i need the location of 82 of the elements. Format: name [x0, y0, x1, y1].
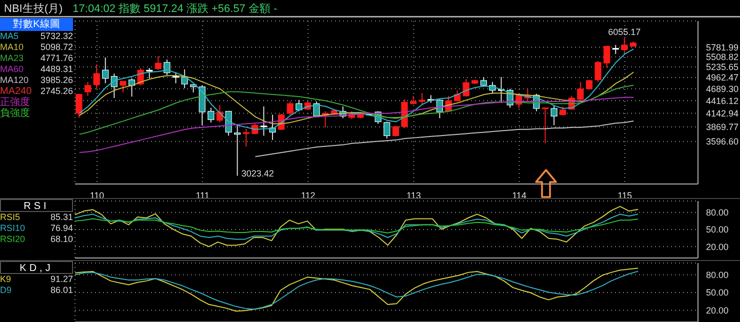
- candlestick: [313, 100, 320, 118]
- text: 4771.76: [40, 53, 73, 64]
- x-tick-label: 112: [300, 190, 316, 200]
- line-series: [74, 206, 638, 248]
- candlestick: [480, 76, 487, 88]
- candlestick: [260, 106, 268, 136]
- annotation: 68.10: [50, 234, 73, 245]
- candlestick: [286, 100, 294, 116]
- label-box: 對數K線圖: [0, 18, 73, 31]
- candlestick: [577, 81, 584, 101]
- text: 負強度: [0, 108, 30, 119]
- candlestick: [146, 67, 153, 79]
- candlestick: [93, 64, 100, 90]
- text: MA240 2745.26: [0, 86, 73, 97]
- y-tick-label: 4962.47: [706, 72, 739, 83]
- text: 5732.32: [40, 31, 73, 42]
- line-series: [78, 84, 634, 135]
- candlestick: [76, 93, 82, 118]
- annotation: 6055.17: [608, 27, 641, 38]
- y-tick-label: 4416.12: [706, 96, 739, 106]
- y-tick-label: 4142.94: [706, 108, 739, 118]
- text: MA120: [0, 75, 29, 86]
- y-tick-label: 50.00: [706, 288, 729, 298]
- line-series: [254, 120, 634, 158]
- candlestick: [154, 56, 162, 71]
- y-tick-label: 5508.82: [706, 52, 739, 62]
- chart-subtitle: 17:04:02 指數 5917.24 漲跌 +56.57 金額 -: [72, 2, 278, 16]
- candlestick: [102, 57, 109, 84]
- y-tick-label: 3596.60: [706, 136, 739, 147]
- y-tick-label: 50.00: [706, 224, 729, 235]
- y-tick-label: 5235.65: [706, 62, 739, 72]
- candlestick: [621, 38, 628, 55]
- annotation: 3023.42: [241, 168, 274, 179]
- y-tick-label: 80.00: [706, 270, 729, 280]
- candlestick: [462, 78, 470, 98]
- label-box: KD,J: [0, 261, 73, 274]
- y-tick-label: 20.00: [706, 305, 729, 316]
- text: RSI5: [0, 212, 20, 223]
- candlestick: [418, 92, 426, 106]
- candlestick: [612, 44, 619, 55]
- candlestick: [392, 125, 399, 137]
- annotation: 86.01: [50, 285, 73, 296]
- line-series: [74, 214, 638, 240]
- candlestick: [208, 107, 214, 123]
- candlestick: [84, 81, 92, 96]
- annotation: 85.31: [50, 212, 73, 223]
- x-tick-label: 111: [196, 190, 210, 200]
- text: 正強度: [0, 97, 30, 108]
- text: MA23: [0, 53, 24, 64]
- text: 5098.72: [40, 42, 73, 53]
- candlestick: [242, 128, 250, 148]
- candlestick: [550, 104, 558, 126]
- chart-title: NBI生技(月): [3, 2, 63, 16]
- text: RSI10: [0, 223, 26, 234]
- y-tick-label: 80.00: [706, 208, 729, 218]
- text: RSI20: [0, 234, 26, 245]
- y-tick-label: 3869.77: [706, 122, 739, 132]
- x-tick-label: 114: [512, 190, 526, 200]
- y-tick-label: 20.00: [706, 242, 729, 252]
- candlestick: [604, 45, 610, 68]
- candlestick: [181, 68, 188, 89]
- candlestick: [542, 107, 549, 144]
- candlestick: [234, 124, 241, 176]
- candlestick: [594, 60, 602, 82]
- candlestick: [225, 110, 232, 136]
- annotation: 76.94: [50, 223, 73, 234]
- line-series: [74, 218, 638, 234]
- annotation: 91.27: [50, 274, 73, 285]
- candlestick: [164, 59, 170, 76]
- text: MA60: [0, 64, 24, 75]
- text: MA10: [0, 42, 24, 53]
- text: 3985.26: [40, 75, 73, 86]
- candlestick: [384, 121, 390, 140]
- candlestick: [269, 114, 276, 140]
- text: D9: [0, 285, 12, 296]
- text: 4489.31: [40, 64, 73, 75]
- label-box: RSI: [0, 199, 73, 212]
- y-tick-label: 4689.30: [706, 84, 739, 94]
- candlestick: [454, 90, 461, 102]
- y-tick-label: 5781.99: [706, 42, 739, 52]
- text: MA5: [0, 31, 19, 42]
- text: K9: [0, 274, 12, 285]
